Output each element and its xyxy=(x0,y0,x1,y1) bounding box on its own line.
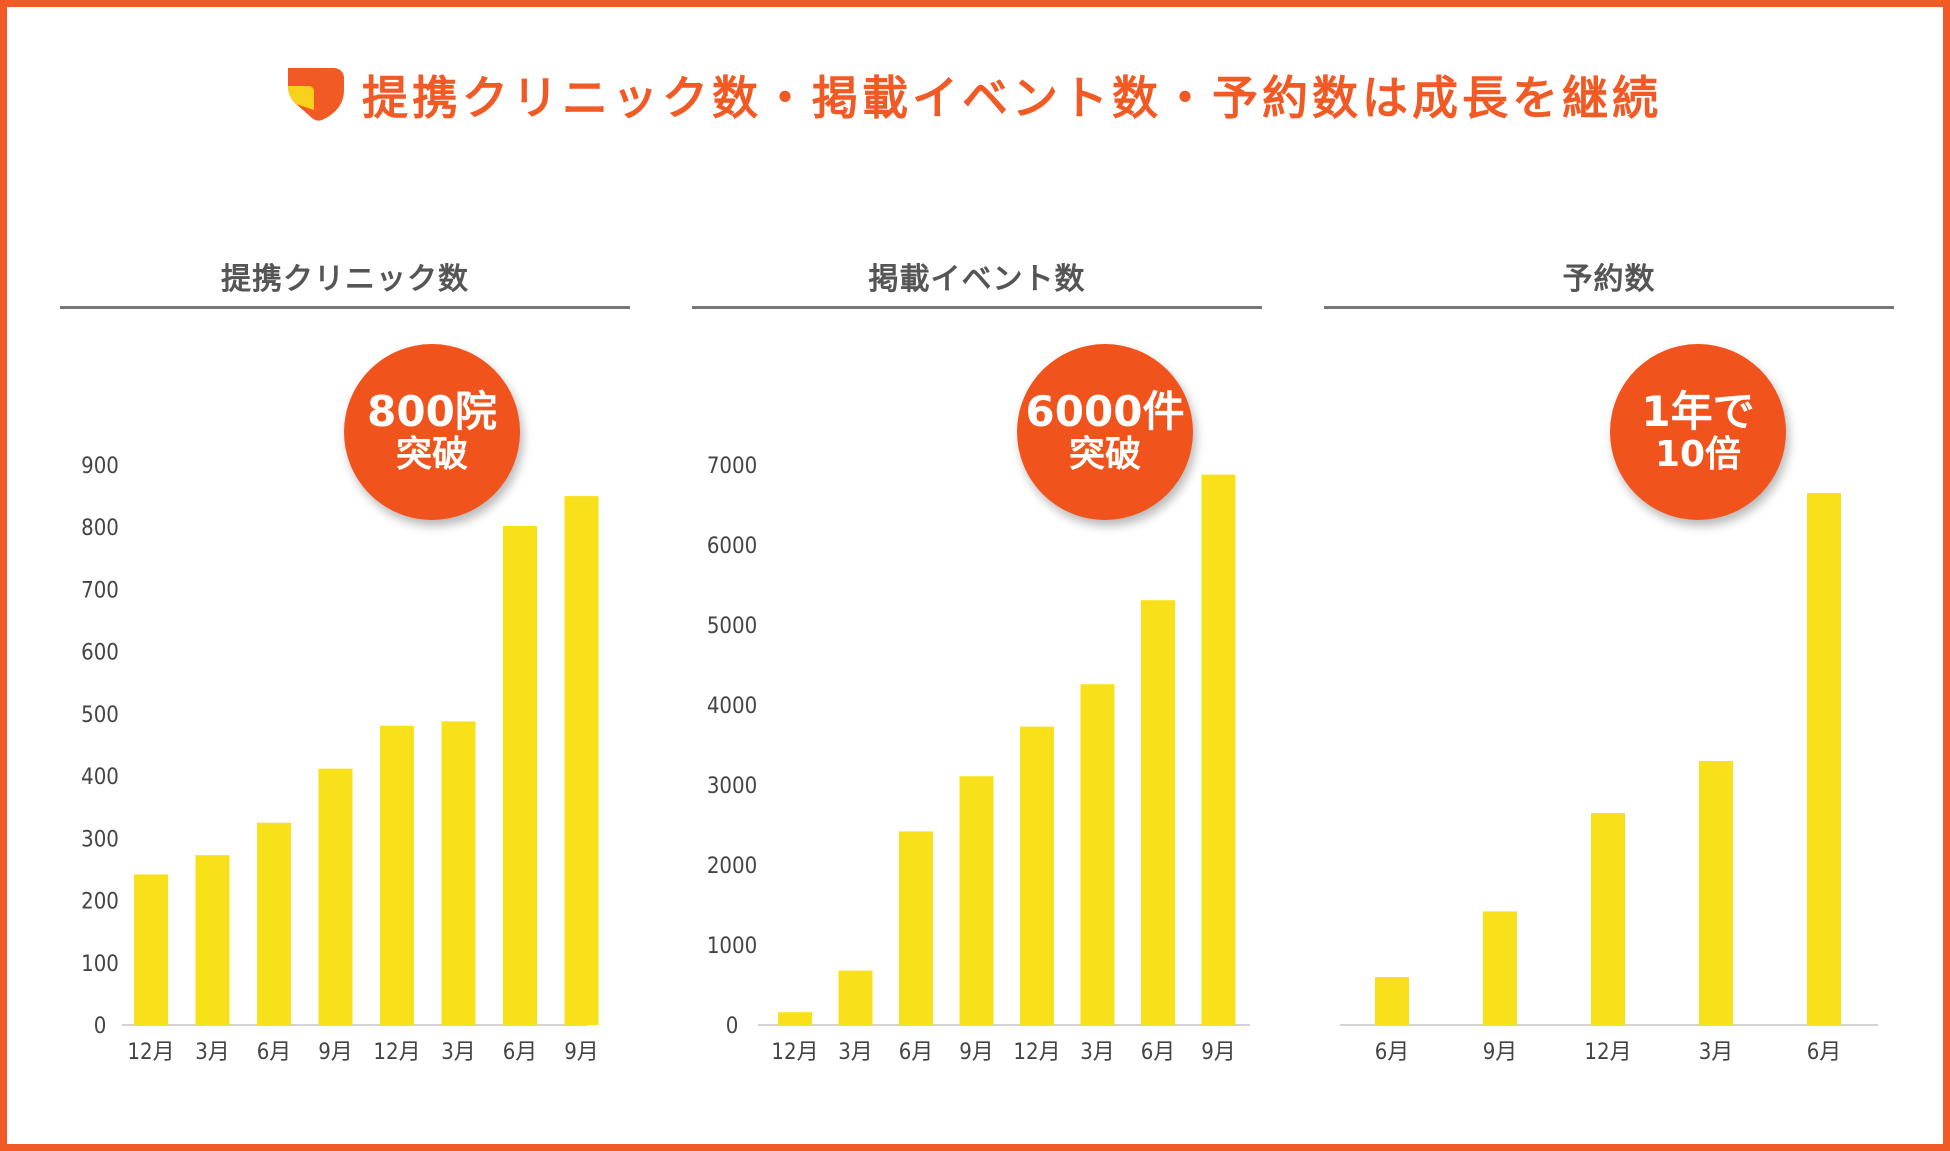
panel-reservations: 予約数 6月 9月 12月 3月 6月 1年で 10倍 xyxy=(1324,250,1894,1110)
x-tick-label-7: 9月 xyxy=(564,1040,599,1065)
bar-4 xyxy=(1807,493,1841,1025)
y-tick-label-3: 300 xyxy=(81,827,119,852)
highlight-badge: 800院 突破 xyxy=(344,344,520,520)
bar-2 xyxy=(1591,813,1625,1025)
x-tick-label-0: 12月 xyxy=(127,1040,174,1065)
bar-1 xyxy=(1483,911,1517,1025)
x-tick-label-2: 12月 xyxy=(1584,1040,1631,1065)
x-tick-label-1: 3月 xyxy=(195,1040,230,1065)
y-tick-label-4: 4000 xyxy=(707,694,757,719)
x-tick-label-6: 6月 xyxy=(1141,1040,1176,1065)
panel-clinics: 提携クリニック数 0 100 200 300 400 500 600 700 800 900 12月… xyxy=(60,250,630,1110)
y-tick-label-3: 3000 xyxy=(707,774,757,799)
bar-5 xyxy=(441,721,476,1025)
bar-2 xyxy=(899,831,933,1025)
y-tick-label-5: 5000 xyxy=(707,614,757,639)
badge-line-1: 1年で xyxy=(1641,387,1755,437)
panel-title: 掲載イベント数 xyxy=(868,262,1086,297)
x-tick-label-3: 9月 xyxy=(959,1040,994,1065)
y-tick-label-7: 7000 xyxy=(707,454,757,479)
panel-divider xyxy=(692,306,1262,309)
bar-7 xyxy=(1201,474,1236,1026)
bar-5 xyxy=(1080,684,1115,1025)
x-tick-label-5: 3月 xyxy=(1080,1040,1115,1065)
x-tick-label-6: 6月 xyxy=(503,1040,538,1065)
badge-line-2: 突破 xyxy=(395,434,468,476)
panel-title: 提携クリニック数 xyxy=(221,262,469,297)
x-tick-label-4: 12月 xyxy=(1013,1040,1060,1065)
bar-3 xyxy=(318,768,353,1025)
chart-reservations: 6月 9月 12月 3月 6月 xyxy=(1340,493,1878,1065)
x-tick-label-2: 6月 xyxy=(257,1040,292,1065)
bar-1 xyxy=(195,855,230,1025)
chart-events: 0 1000 2000 3000 4000 5000 6000 7000 12月 3月 6月 9月 12… xyxy=(707,454,1250,1065)
x-tick-label-4: 12月 xyxy=(373,1040,420,1065)
heart-tag-icon xyxy=(288,68,344,121)
x-tick-label-4: 6月 xyxy=(1807,1040,1842,1065)
bar-7 xyxy=(564,496,599,1026)
bar-3 xyxy=(959,776,994,1025)
badge-line-1: 6000件 xyxy=(1025,387,1185,437)
highlight-badge: 6000件 突破 xyxy=(1017,344,1193,520)
bar-1 xyxy=(838,970,873,1025)
chart-clinics: 0 100 200 300 400 500 600 700 800 900 12月 3月 6月 9月 12月… xyxy=(81,454,599,1065)
y-tick-label-1: 100 xyxy=(81,952,119,977)
y-tick-label-4: 400 xyxy=(81,765,119,790)
bar-0 xyxy=(134,874,168,1025)
bar-0 xyxy=(778,1012,812,1025)
x-tick-label-1: 3月 xyxy=(838,1040,873,1065)
y-tick-label-1: 1000 xyxy=(707,934,757,959)
y-tick-label-9: 900 xyxy=(81,454,119,479)
x-tick-label-1: 9月 xyxy=(1483,1040,1518,1065)
x-tick-label-3: 3月 xyxy=(1699,1040,1734,1065)
bar-3 xyxy=(1699,761,1733,1025)
bar-6 xyxy=(503,525,537,1025)
bar-4 xyxy=(1020,726,1054,1025)
y-tick-label-2: 200 xyxy=(81,890,119,915)
y-tick-label-6: 600 xyxy=(81,641,119,666)
page-title-text: 提携クリニック数・掲載イベント数・予約数は成長を継続 xyxy=(362,71,1662,125)
highlight-badge: 1年で 10倍 xyxy=(1610,344,1786,520)
x-tick-label-7: 9月 xyxy=(1201,1040,1236,1065)
x-tick-label-0: 6月 xyxy=(1375,1040,1410,1065)
y-tick-label-0: 0 xyxy=(726,1014,739,1039)
panel-divider xyxy=(60,306,630,309)
y-tick-label-8: 800 xyxy=(81,516,119,541)
panel-events: 掲載イベント数 0 1000 2000 3000 4000 5000 6000 7000 12月… xyxy=(692,250,1262,1110)
bar-6 xyxy=(1141,600,1175,1025)
y-tick-label-2: 2000 xyxy=(707,854,757,879)
bar-2 xyxy=(257,822,291,1025)
x-tick-label-5: 3月 xyxy=(441,1040,476,1065)
badge-line-1: 800院 xyxy=(367,387,497,437)
panel-divider xyxy=(1324,306,1894,309)
y-tick-label-7: 700 xyxy=(81,578,119,603)
panel-title: 予約数 xyxy=(1562,262,1656,297)
y-tick-label-5: 500 xyxy=(81,703,119,728)
x-tick-label-3: 9月 xyxy=(318,1040,353,1065)
bar-0 xyxy=(1375,977,1409,1025)
x-tick-label-0: 12月 xyxy=(771,1040,818,1065)
badge-line-2: 10倍 xyxy=(1654,434,1742,476)
x-tick-label-2: 6月 xyxy=(899,1040,934,1065)
y-tick-label-0: 0 xyxy=(94,1014,107,1039)
page-title: 提携クリニック数・掲載イベント数・予約数は成長を継続 xyxy=(0,60,1950,130)
badge-line-2: 突破 xyxy=(1068,434,1141,476)
y-tick-label-6: 6000 xyxy=(707,534,757,559)
bar-4 xyxy=(380,725,414,1025)
